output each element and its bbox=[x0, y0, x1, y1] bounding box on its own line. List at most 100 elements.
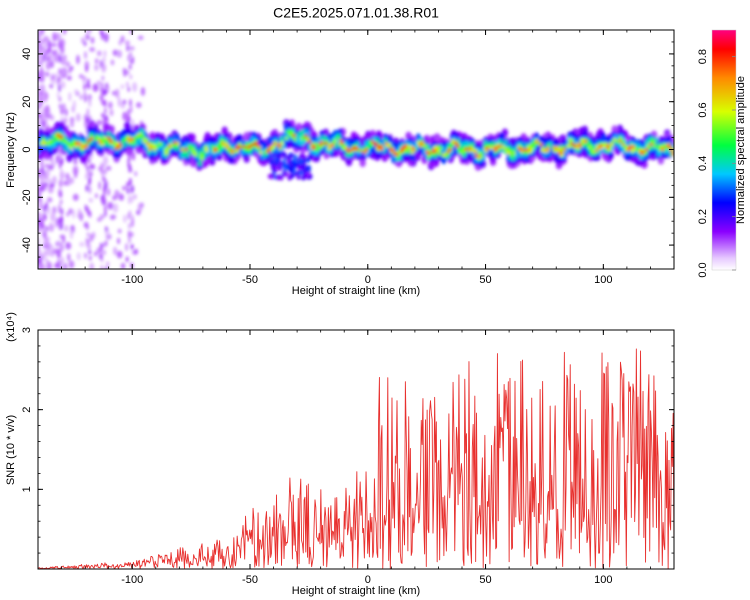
spectrogram-noise-cell bbox=[58, 179, 63, 188]
spectrogram-noise-cell bbox=[38, 212, 42, 217]
spectrogram-noise-streak bbox=[84, 119, 87, 129]
spectrogram-band-cell bbox=[138, 139, 143, 145]
spectrogram-band bbox=[38, 30, 674, 269]
spectrogram-band-cell bbox=[503, 146, 508, 151]
spectrogram-noise-streak bbox=[104, 239, 108, 247]
spectrogram-noise-streak bbox=[86, 232, 90, 237]
snr-y-tick-label: 1 bbox=[21, 486, 33, 492]
spectrogram-noise-streak bbox=[86, 108, 90, 116]
colorbar: 0.0 0.2 0.4 0.6 0.8 Normalized spectral ampl… bbox=[697, 29, 747, 278]
spectrogram-band-cell bbox=[196, 153, 201, 159]
spectrogram-peak-cell bbox=[238, 145, 242, 149]
spectrogram-peak-cell bbox=[527, 148, 531, 152]
spectrogram-band-cell bbox=[150, 143, 154, 148]
spectrogram-noise-streak bbox=[127, 157, 131, 163]
spectrogram-noise-streak bbox=[62, 69, 65, 76]
spectrogram-peak-cell bbox=[535, 140, 539, 144]
spectrogram-noise-cell bbox=[65, 172, 70, 180]
spectrogram-peak-cell bbox=[411, 146, 415, 150]
spectrogram-noise-cell bbox=[90, 37, 95, 44]
spectrogram-noise-cell bbox=[117, 237, 120, 245]
spectrogram-band-cell bbox=[498, 133, 504, 141]
spectrogram-noise-cell bbox=[112, 203, 119, 213]
spectrogram-peak-cell bbox=[638, 150, 643, 154]
spectrogram-band-cell bbox=[200, 155, 204, 160]
spectrogram-noise-cell bbox=[131, 151, 136, 161]
spectrogram-tail-cell bbox=[306, 156, 311, 162]
spectrogram-peak-cell bbox=[255, 141, 259, 145]
spectrogram-band-cell bbox=[193, 152, 198, 157]
spectrogram-noise-cell bbox=[134, 171, 138, 177]
colorbar-tick-label: 0.6 bbox=[697, 102, 709, 117]
spectrogram-noise-cell bbox=[115, 88, 120, 99]
spectrogram-band-cell bbox=[429, 159, 436, 169]
spectrogram-band-cell bbox=[70, 142, 75, 147]
spectrogram-noise-cell bbox=[127, 230, 131, 240]
spectrogram-noise-cell bbox=[96, 80, 102, 86]
snr-y-tick-label: 2 bbox=[21, 407, 33, 413]
colorbar-ticks: 0.0 0.2 0.4 0.6 0.8 bbox=[697, 49, 736, 278]
spectrogram-band-cell bbox=[182, 150, 187, 155]
spectrogram-x-tick-label: -100 bbox=[121, 274, 143, 286]
spectrogram-peak-cell bbox=[318, 142, 323, 146]
spectrogram-noise-cell bbox=[40, 175, 46, 185]
spectrogram-peak-cell bbox=[642, 149, 646, 153]
spectrogram-noise-cell bbox=[113, 246, 118, 256]
spectrogram-noise-streak bbox=[129, 105, 133, 114]
spectrogram-band-cell bbox=[221, 126, 228, 135]
spectrogram-noise-cell bbox=[89, 262, 95, 269]
spectrogram-peak-cell bbox=[539, 143, 543, 147]
snr-x-tick-label: -50 bbox=[242, 574, 258, 586]
spectrogram-tail-cell bbox=[287, 166, 292, 172]
spectrogram-band-cell bbox=[156, 144, 160, 149]
spectrogram-noise-cell bbox=[45, 61, 51, 71]
spectrogram-band-cell bbox=[122, 137, 126, 142]
snr-x-tick-label: 100 bbox=[594, 574, 612, 586]
spectrogram-noise-streak bbox=[59, 199, 63, 205]
spectrogram-noise-cell bbox=[89, 163, 96, 170]
spectrogram-noise-cell bbox=[122, 111, 128, 121]
spectrogram-noise-streak bbox=[131, 56, 135, 65]
spectrogram-band-cell bbox=[438, 151, 442, 156]
spectrogram-noise-cell bbox=[98, 181, 102, 190]
spectrogram-peak-cell bbox=[340, 141, 344, 145]
spectrogram-band-cell bbox=[532, 144, 536, 149]
spectrogram-peak-cell bbox=[419, 141, 424, 145]
colorbar-gradient bbox=[712, 30, 736, 270]
spectrogram-noise-cell bbox=[116, 250, 123, 259]
spectrogram-band-cell bbox=[138, 134, 142, 139]
spectrogram-noise-cell bbox=[38, 105, 41, 110]
spectrogram-peak-cell bbox=[168, 144, 172, 148]
spectrogram-band-cell bbox=[607, 147, 612, 152]
spectrogram-noise-streak bbox=[41, 185, 44, 192]
spectrogram-peak-cell bbox=[570, 142, 574, 146]
spectrogram-noise-cell bbox=[88, 115, 92, 123]
spectrogram-noise-streak bbox=[45, 201, 48, 210]
spectrogram-noise-streak bbox=[58, 69, 62, 75]
spectrogram-band-cell bbox=[101, 138, 106, 143]
spectrogram-noise-cell bbox=[38, 200, 42, 210]
spectrogram-peak-cell bbox=[545, 148, 549, 153]
spectrogram-band-cell bbox=[331, 139, 336, 144]
spectrogram-band-cell bbox=[541, 148, 545, 153]
spectrogram-band-cell bbox=[595, 130, 602, 140]
spectrogram-noise-streak bbox=[58, 96, 62, 103]
spectrogram-noise-cell bbox=[63, 117, 68, 124]
spectrogram-band-cell bbox=[176, 141, 180, 146]
spectrogram-noise-cell bbox=[122, 99, 127, 105]
spectrogram-peak-cell bbox=[275, 142, 280, 146]
spectrogram-noise-cell bbox=[76, 54, 80, 65]
spectrogram-noise-cell bbox=[38, 31, 42, 37]
snr-y-tick-label: 3 bbox=[21, 327, 33, 333]
spectrogram-noise-streak bbox=[129, 30, 133, 35]
spectrogram-noise-cell bbox=[52, 32, 57, 42]
spectrogram-noise-streak bbox=[45, 225, 49, 232]
spectrogram-band-cell bbox=[344, 151, 350, 157]
spectrogram-x-tick-label: 50 bbox=[479, 274, 491, 286]
spectrogram-peak-cell bbox=[573, 144, 577, 148]
spectrogram-noise-streak bbox=[103, 89, 106, 97]
spectrogram-tail-cell bbox=[282, 164, 287, 170]
spectrogram-noise-cell bbox=[110, 59, 115, 66]
spectrogram-noise-cell bbox=[42, 255, 47, 262]
spectrogram-band-cell bbox=[197, 160, 203, 166]
